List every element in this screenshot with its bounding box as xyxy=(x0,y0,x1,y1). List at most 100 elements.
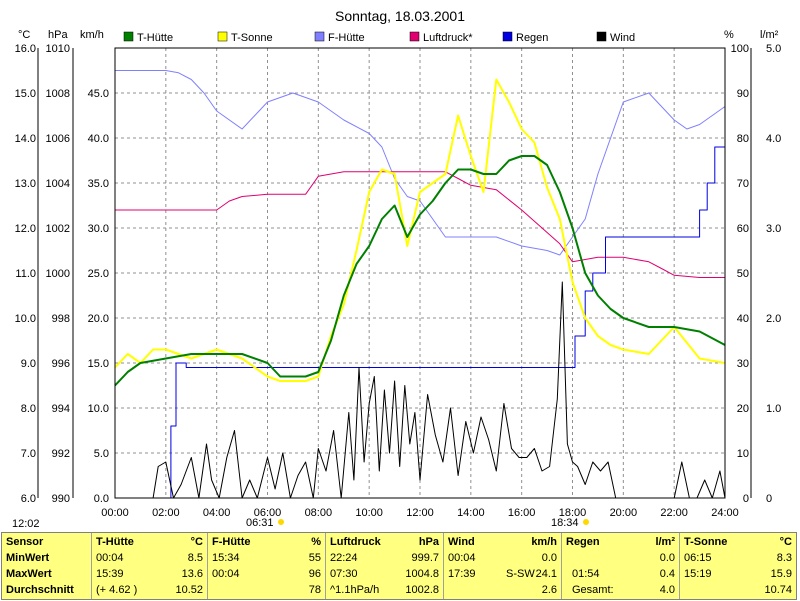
stats-col-t-sonne: T-Sonne °C 06:15 8.3 15:19 15.9 10.74 xyxy=(680,533,796,599)
wind-max-value: 24.1 xyxy=(535,568,557,580)
luftdruck-min-time: 22:24 xyxy=(330,552,358,564)
legend-swatch xyxy=(409,31,420,42)
f-huette-max-time: 00:04 xyxy=(212,568,240,580)
f-huette-unit: % xyxy=(311,536,321,548)
regen-min-value: 0.0 xyxy=(659,552,675,564)
luftdruck-header: Luftdruck xyxy=(330,536,381,548)
wind-min-value: 0.0 xyxy=(541,552,557,564)
hpa-tick-label: 998 xyxy=(52,313,70,325)
celsius-tick-label: 15.0 xyxy=(15,88,36,100)
unit-label-celsius: °C xyxy=(18,29,30,41)
series-line-regen xyxy=(115,138,726,499)
kmh-tick-label: 45.0 xyxy=(88,88,109,100)
t-sonne-unit: °C xyxy=(779,536,792,548)
x-tick-label: 16:00 xyxy=(508,507,536,519)
x-tick-label: 02:00 xyxy=(152,507,180,519)
sunrise-icon xyxy=(278,519,284,525)
legend-label: Wind xyxy=(610,32,635,44)
percent-tick-label: 70 xyxy=(737,178,749,190)
kmh-tick-label: 20.0 xyxy=(88,313,109,325)
x-tick-label: 10:00 xyxy=(355,507,383,519)
hpa-tick-label: 1010 xyxy=(46,43,70,55)
grid xyxy=(115,48,725,498)
t-sonne-max-value: 15.9 xyxy=(770,568,792,580)
x-tick-label: 00:00 xyxy=(101,507,129,519)
legend-swatch xyxy=(314,31,325,42)
f-huette-max-value: 96 xyxy=(308,568,321,580)
legend-label: F-Hütte xyxy=(328,32,365,44)
sunset-icon xyxy=(583,519,589,525)
luftdruck-unit: hPa xyxy=(418,536,439,548)
t-huette-max-value: 13.6 xyxy=(181,568,203,580)
celsius-tick-label: 6.0 xyxy=(21,493,36,505)
x-tick-label: 22:00 xyxy=(660,507,688,519)
rain-tick-label: 4.0 xyxy=(766,133,781,145)
celsius-tick-label: 10.0 xyxy=(15,313,36,325)
t-sonne-avg-value: 10.74 xyxy=(764,584,792,596)
t-huette-header: T-Hütte xyxy=(96,536,134,548)
stats-col-regen: Regen l/m² 0.0 01:54 0.4 Gesamt: 4.0 xyxy=(562,533,680,599)
plot-frame xyxy=(114,47,726,499)
kmh-tick-label: 15.0 xyxy=(88,358,109,370)
legend: T-Hütte T-Sonne F-Hütte Luftdruck* Regen Wind xyxy=(123,31,635,44)
percent-tick-label: 10 xyxy=(737,448,749,460)
luftdruck-max-value: 1004.8 xyxy=(405,568,439,580)
kmh-tick-label: 40.0 xyxy=(88,133,109,145)
celsius-tick-label: 14.0 xyxy=(15,133,36,145)
wind-min-time: 00:04 xyxy=(448,552,476,564)
legend-swatch xyxy=(217,31,228,42)
percent-tick-label: 0 xyxy=(743,493,749,505)
hpa-tick-label: 994 xyxy=(52,403,70,415)
rain-tick-label: 0 xyxy=(766,493,772,505)
series-line-tsonne xyxy=(114,78,726,382)
t-sonne-header: T-Sonne xyxy=(684,536,728,548)
rain-tick-label: 3.0 xyxy=(766,223,781,235)
axes: 6.0 990 0 0.0 7.0 992 10 5.0 8.0 994 20 10.0 9.0 996 3… xyxy=(15,43,782,519)
celsius-tick-label: 8.0 xyxy=(21,403,36,415)
x-tick-label: 14:00 xyxy=(457,507,485,519)
regen-total-label: Gesamt: xyxy=(572,584,614,596)
sunset-time: 18:34 xyxy=(551,517,579,529)
regen-unit: l/m² xyxy=(655,536,675,548)
t-huette-unit: °C xyxy=(190,536,203,548)
hpa-tick-label: 1008 xyxy=(46,88,70,100)
kmh-tick-label: 30.0 xyxy=(88,223,109,235)
stats-col-sensor: Sensor MinWert MaxWert Durchschnitt xyxy=(2,533,92,599)
celsius-tick-label: 11.0 xyxy=(15,268,36,280)
f-huette-min-time: 15:34 xyxy=(212,552,240,564)
f-huette-avg-value: 78 xyxy=(308,584,321,596)
f-huette-header: F-Hütte xyxy=(212,536,251,548)
x-tick-label: 24:00 xyxy=(711,507,739,519)
legend-swatch xyxy=(502,31,513,42)
stats-col-wind: Wind km/h 00:04 0.0 17:39 S-SW 24.1 2.6 xyxy=(444,533,562,599)
legend-label: T-Sonne xyxy=(231,32,273,44)
legend-label: Luftdruck* xyxy=(423,32,473,44)
kmh-tick-label: 5.0 xyxy=(94,448,109,460)
x-tick-label: 04:00 xyxy=(203,507,231,519)
celsius-tick-label: 13.0 xyxy=(15,178,36,190)
hpa-tick-label: 996 xyxy=(52,358,70,370)
percent-tick-label: 60 xyxy=(737,223,749,235)
f-huette-min-value: 55 xyxy=(308,552,321,564)
regen-max-value: 0.4 xyxy=(659,568,675,580)
celsius-tick-label: 16.0 xyxy=(15,43,36,55)
t-huette-avg-note: (+ 4.62 ) xyxy=(96,584,138,596)
sunrise-time: 06:31 xyxy=(246,517,274,529)
chart-title: Sonntag, 18.03.2001 xyxy=(335,8,465,24)
t-sonne-min-time: 06:15 xyxy=(684,552,712,564)
kmh-tick-label: 35.0 xyxy=(88,178,109,190)
x-tick-label: 06:00 xyxy=(254,507,282,519)
wind-max-direction: S-SW xyxy=(506,568,535,580)
percent-tick-label: 100 xyxy=(731,43,749,55)
legend-swatch xyxy=(596,31,607,42)
hpa-tick-label: 1004 xyxy=(46,178,70,190)
stats-col-luftdruck: Luftdruck hPa 22:24 999.7 07:30 1004.8 ^1.1… xyxy=(326,533,444,599)
t-huette-avg-value: 10.52 xyxy=(175,584,203,596)
stats-col-f-huette: F-Hütte% 15:34 55 00:04 96 78 xyxy=(208,533,326,599)
legend-label: T-Hütte xyxy=(137,32,173,44)
percent-tick-label: 90 xyxy=(737,88,749,100)
hpa-tick-label: 1000 xyxy=(46,268,70,280)
percent-tick-label: 50 xyxy=(737,268,749,280)
rain-tick-label: 5.0 xyxy=(766,43,781,55)
percent-tick-label: 40 xyxy=(737,313,749,325)
